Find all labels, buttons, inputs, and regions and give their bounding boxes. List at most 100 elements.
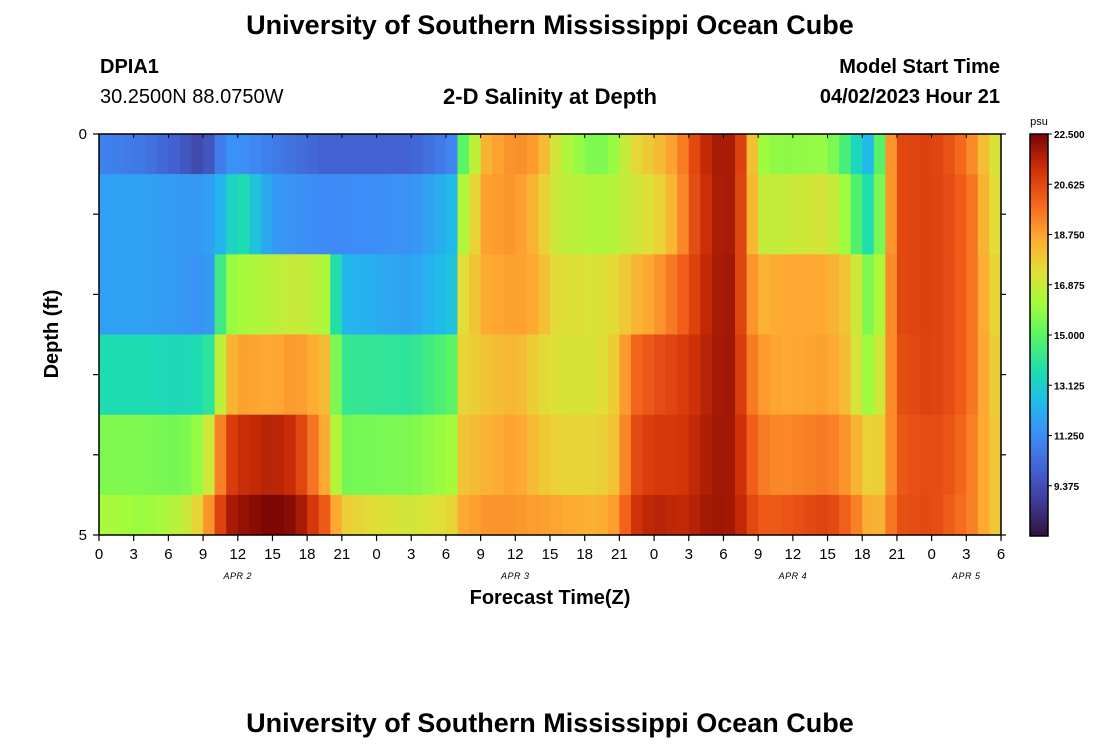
heatmap-cell bbox=[214, 254, 227, 335]
heatmap-cell bbox=[341, 174, 355, 255]
heatmap-cell bbox=[943, 174, 956, 255]
heatmap-cell bbox=[654, 134, 667, 175]
heatmap-cell bbox=[145, 254, 158, 335]
heatmap-cell bbox=[561, 134, 574, 175]
heatmap-cell bbox=[110, 414, 123, 496]
heatmap-cell bbox=[284, 414, 297, 496]
heatmap-cell bbox=[203, 134, 216, 175]
heatmap-cell bbox=[330, 254, 343, 335]
heatmap-cell bbox=[584, 254, 597, 335]
heatmap-cell bbox=[353, 134, 366, 175]
heatmap-cell bbox=[284, 334, 297, 416]
heatmap-cell bbox=[931, 174, 944, 255]
heatmap-cell bbox=[99, 174, 112, 255]
heatmap-cell bbox=[723, 494, 736, 536]
heatmap-cell bbox=[434, 174, 447, 255]
heatmap-cell bbox=[700, 494, 713, 536]
colorbar-tick-label: 20.625 bbox=[1054, 180, 1085, 191]
heatmap-cell bbox=[584, 414, 597, 496]
y-tick-label: 0 bbox=[79, 126, 87, 143]
heatmap-cell bbox=[815, 134, 829, 175]
heatmap-cell bbox=[850, 414, 863, 496]
heatmap-cell bbox=[596, 494, 609, 536]
heatmap-cell bbox=[885, 134, 898, 175]
heatmap-cell bbox=[156, 174, 169, 255]
heatmap-cell bbox=[954, 414, 967, 496]
heatmap-cell bbox=[607, 134, 620, 175]
heatmap-cell bbox=[307, 174, 320, 255]
heatmap-cell bbox=[272, 494, 285, 536]
heatmap-cell bbox=[550, 334, 563, 416]
heatmap-cell bbox=[330, 414, 343, 496]
heatmap-cell bbox=[630, 134, 644, 175]
x-tick-label: 18 bbox=[299, 546, 316, 563]
heatmap-cell bbox=[896, 174, 910, 255]
heatmap-cell bbox=[607, 174, 620, 255]
heatmap-cell bbox=[145, 174, 158, 255]
heatmap-cell bbox=[122, 414, 135, 496]
heatmap-cell bbox=[746, 134, 759, 175]
heatmap-cell bbox=[503, 254, 516, 335]
x-tick-label: 9 bbox=[199, 546, 207, 563]
heatmap-cell bbox=[503, 134, 516, 175]
heatmap-cell bbox=[746, 494, 759, 536]
heatmap-cell bbox=[318, 334, 331, 416]
heatmap-cell bbox=[966, 494, 979, 536]
heatmap-cell bbox=[457, 494, 470, 536]
heatmap-cell bbox=[711, 174, 725, 255]
heatmap-cell bbox=[168, 174, 181, 255]
heatmap-cell bbox=[122, 174, 135, 255]
heatmap-cell bbox=[272, 134, 285, 175]
heatmap-cell bbox=[977, 494, 991, 536]
heatmap-cell bbox=[607, 494, 620, 536]
heatmap-cell bbox=[341, 414, 355, 496]
heatmap-cell bbox=[341, 254, 355, 335]
x-tick-label: 21 bbox=[334, 546, 351, 563]
heatmap-cell bbox=[318, 494, 331, 536]
heatmap-cell bbox=[191, 414, 204, 496]
heatmap-cell bbox=[179, 414, 193, 496]
heatmap-cell bbox=[804, 494, 817, 536]
heatmap-cell bbox=[989, 134, 1002, 175]
heatmap-cell bbox=[769, 334, 782, 416]
heatmap-cell bbox=[550, 414, 563, 496]
heatmap-cell bbox=[700, 414, 713, 496]
heatmap-cell bbox=[110, 254, 123, 335]
heatmap-cell bbox=[619, 254, 632, 335]
heatmap-cell bbox=[758, 414, 771, 496]
heatmap-cell bbox=[203, 254, 216, 335]
heatmap-cell bbox=[596, 254, 609, 335]
heatmap-cell bbox=[596, 334, 609, 416]
heatmap-cell bbox=[295, 134, 308, 175]
heatmap-cell bbox=[133, 174, 146, 255]
heatmap-cell bbox=[133, 334, 146, 416]
heatmap-cell bbox=[920, 174, 933, 255]
x-tick-label: 15 bbox=[542, 546, 559, 563]
heatmap-cell bbox=[156, 254, 169, 335]
heatmap-cell bbox=[99, 494, 112, 536]
heatmap-cell bbox=[665, 494, 678, 536]
heatmap-cell bbox=[99, 414, 112, 496]
colorbar-unit-label: psu bbox=[1030, 116, 1048, 128]
heatmap-cell bbox=[827, 414, 840, 496]
day-label: APR 2 bbox=[223, 571, 253, 581]
heatmap-cell bbox=[735, 174, 748, 255]
model-start-label: Model Start Time bbox=[839, 56, 1000, 78]
heatmap-cell bbox=[445, 254, 459, 335]
heatmap-cell bbox=[122, 254, 135, 335]
heatmap-cell bbox=[284, 254, 297, 335]
heatmap-cell bbox=[711, 334, 725, 416]
x-tick-label: 15 bbox=[819, 546, 836, 563]
heatmap-cell bbox=[260, 334, 274, 416]
x-tick-label: 21 bbox=[889, 546, 906, 563]
heatmap-cell bbox=[677, 134, 690, 175]
heatmap-cell bbox=[353, 334, 366, 416]
colorbar-tick-label: 18.750 bbox=[1054, 231, 1085, 242]
heatmap-cell bbox=[665, 254, 678, 335]
heatmap-cell bbox=[515, 134, 528, 175]
heatmap-cell bbox=[920, 254, 933, 335]
heatmap-cell bbox=[885, 254, 898, 335]
chart-subtitle: 2-D Salinity at Depth bbox=[443, 84, 657, 109]
heatmap-cell bbox=[781, 174, 794, 255]
x-axis: 0 3 6 9 12 15 18 21 0 3 6 9 12 15 18 21 0 3 6 9 12 15 18 21 0 3 6 A… bbox=[95, 134, 1005, 581]
